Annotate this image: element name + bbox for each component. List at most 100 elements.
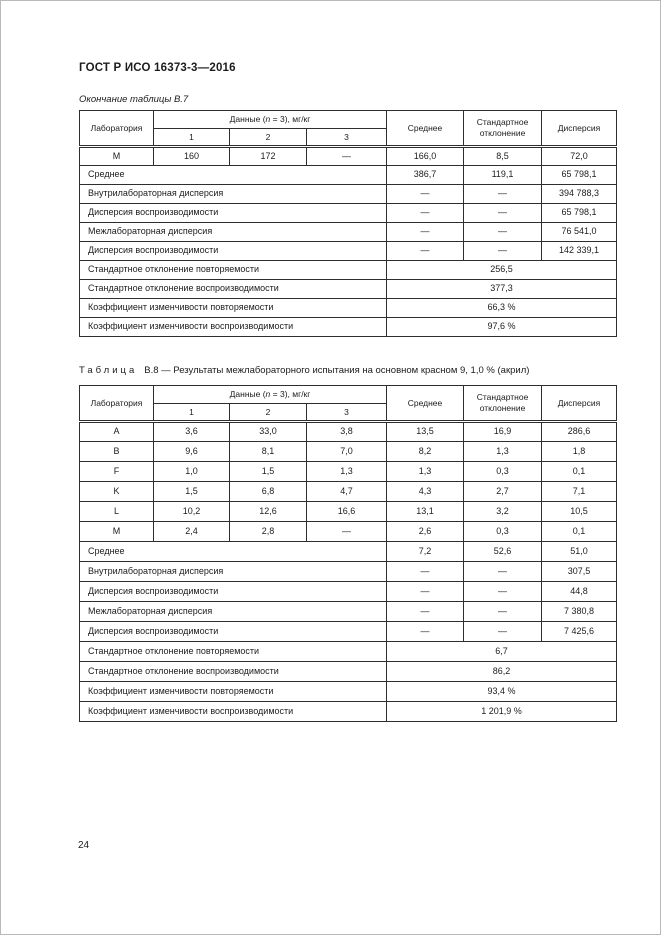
table-cell: M	[79, 521, 154, 542]
row-label: Межлабораторная дисперсия	[78, 601, 388, 622]
row-label: Стандартное отклонение воспроизводимости	[78, 279, 388, 299]
table-cell: M	[79, 145, 154, 166]
table-cell: 65 798,1	[541, 203, 618, 223]
row-label: Стандартное отклонение повторяемости	[78, 260, 388, 280]
table-cell: 0,1	[541, 521, 618, 542]
col-header-laboratory: Лаборатория	[79, 110, 154, 147]
row-label: Внутрилабораторная дисперсия	[78, 184, 388, 204]
data-group-n: n	[265, 114, 271, 125]
row-label: Межлабораторная дисперсия	[78, 222, 388, 242]
table-b8-caption-text: В.8 — Результаты межлабораторного испыта…	[144, 365, 530, 376]
table-cell: —	[305, 521, 388, 542]
table-cell: —	[463, 601, 543, 622]
table-cell: L	[79, 501, 154, 522]
row-label: Стандартное отклонение повторяемости	[78, 641, 388, 662]
table-cell: 1,3	[386, 461, 465, 482]
table-cell: 1,5	[229, 461, 307, 482]
row-label: Дисперсия воспроизводимости	[78, 241, 388, 261]
page-title: ГОСТ Р ИСО 16373-3—2016	[79, 62, 236, 74]
table-cell: 256,5	[386, 260, 618, 280]
row-label: Коэффициент изменчивости воспроизводимос…	[78, 701, 388, 722]
summary-row: Дисперсия воспроизводимости — — 142 339,…	[78, 241, 618, 261]
col-header-variance: Дисперсия	[541, 110, 618, 147]
table-cell: 2,8	[229, 521, 307, 542]
col-header-laboratory: Лаборатория	[79, 385, 154, 422]
row-label: Дисперсия воспроизводимости	[78, 621, 388, 642]
table-cell: 97,6 %	[386, 317, 618, 337]
table-cell: 2,4	[153, 521, 230, 542]
table-cell: 51,0	[541, 541, 618, 562]
col-header-std: Стандартное отклонение	[463, 110, 543, 147]
col-header-mean: Среднее	[386, 385, 465, 422]
table-cell: 33,0	[229, 420, 307, 442]
table-cell: 3,6	[153, 420, 230, 442]
table-cell: 4,3	[386, 481, 465, 502]
table-row: K 1,5 6,8 4,7 4,3 2,7 7,1	[79, 481, 618, 502]
col-header-1: 1	[153, 403, 230, 422]
table-cell: 13,1	[386, 501, 465, 522]
table-cell: F	[79, 461, 154, 482]
table-cell: —	[386, 561, 465, 582]
table-cell: 13,5	[386, 420, 465, 442]
table-cell: 44,8	[541, 581, 618, 602]
table-cell: 2,6	[386, 521, 465, 542]
data-group-prefix: Данные (	[229, 389, 266, 400]
row-label: Дисперсия воспроизводимости	[78, 581, 388, 602]
table-cell: —	[463, 222, 543, 242]
table-cell: K	[79, 481, 154, 502]
table-cell: B	[79, 441, 154, 462]
summary-row: Среднее 386,7 119,1 65 798,1	[78, 165, 618, 185]
table-cell: 52,6	[463, 541, 543, 562]
table-cell: —	[463, 203, 543, 223]
col-header-mean: Среднее	[386, 110, 465, 147]
table-cell: 16,9	[463, 420, 543, 442]
table-b7-continuation-label: Окончание таблицы В.7	[79, 94, 189, 105]
table-cell: —	[386, 184, 465, 204]
col-header-variance: Дисперсия	[541, 385, 618, 422]
table-cell: 3,8	[305, 420, 388, 442]
table-subheader-row: 1 2 3	[80, 128, 617, 147]
summary-row: Стандартное отклонение воспроизводимости…	[78, 661, 618, 682]
summary-row: Коэффициент изменчивости воспроизводимос…	[78, 317, 618, 337]
table-cell: 0,3	[463, 521, 543, 542]
table-cell: 2,7	[463, 481, 543, 502]
table-cell: 119,1	[463, 165, 543, 185]
table-cell: —	[386, 222, 465, 242]
row-label: Коэффициент изменчивости повторяемости	[78, 681, 388, 702]
table-cell: —	[386, 581, 465, 602]
table-row: L 10,2 12,6 16,6 13,1 3,2 10,5	[79, 501, 618, 522]
table-cell: A	[79, 420, 154, 442]
table-cell: —	[386, 203, 465, 223]
summary-row: Межлабораторная дисперсия — — 76 541,0	[78, 222, 618, 242]
table-b7: Лаборатория Данные (n = 3), мг/кг Средне…	[78, 110, 618, 337]
table-cell: 160	[153, 145, 230, 166]
row-label: Коэффициент изменчивости воспроизводимос…	[78, 317, 388, 337]
table-cell: 9,6	[153, 441, 230, 462]
summary-row: Внутрилабораторная дисперсия — — 307,5	[78, 561, 618, 582]
table-row: M 160 172 — 166,0 8,5 72,0	[79, 145, 618, 166]
table-cell: 7 380,8	[541, 601, 618, 622]
summary-row: Дисперсия воспроизводимости — — 7 425,6	[78, 621, 618, 642]
table-cell: 166,0	[386, 145, 465, 166]
table-cell: —	[386, 601, 465, 622]
table-header-row: Лаборатория Данные (n = 3), мг/кг Средне…	[79, 110, 618, 147]
table-cell: 8,2	[386, 441, 465, 462]
summary-row: Коэффициент изменчивости повторяемости 9…	[78, 681, 618, 702]
table-cell: 76 541,0	[541, 222, 618, 242]
table-b8-caption-word: Таблица	[79, 365, 138, 376]
table-cell: 0,3	[463, 461, 543, 482]
row-label: Внутрилабораторная дисперсия	[78, 561, 388, 582]
row-label: Дисперсия воспроизводимости	[78, 203, 388, 223]
data-group-prefix: Данные (	[229, 114, 266, 125]
summary-row: Внутрилабораторная дисперсия — — 394 788…	[78, 184, 618, 204]
table-row: M 2,4 2,8 — 2,6 0,3 0,1	[79, 521, 618, 542]
col-header-1: 1	[153, 128, 230, 147]
table-cell: 1,0	[153, 461, 230, 482]
table-cell: 10,5	[541, 501, 618, 522]
summary-row: Коэффициент изменчивости повторяемости 6…	[78, 298, 618, 318]
col-header-3: 3	[305, 403, 388, 422]
table-cell: 16,6	[305, 501, 388, 522]
table-cell: —	[463, 561, 543, 582]
summary-row: Стандартное отклонение повторяемости 6,7	[78, 641, 618, 662]
table-subheader-row: 1 2 3	[80, 403, 617, 422]
